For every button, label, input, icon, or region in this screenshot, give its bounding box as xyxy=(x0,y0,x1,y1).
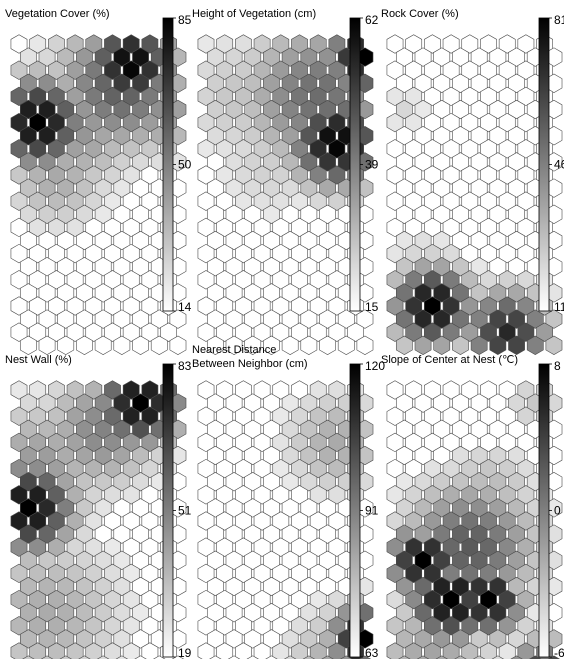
hex-cell xyxy=(356,335,374,355)
colorbar xyxy=(349,17,361,312)
panel-title: Nest Wall (%) xyxy=(5,354,72,366)
colorbar-max-label: 8 xyxy=(554,359,561,373)
hex-cell xyxy=(472,655,486,659)
hex-cell xyxy=(337,335,355,355)
colorbar xyxy=(162,17,174,312)
panel-3: Rock Cover (%) 81 46 11 xyxy=(381,8,564,355)
colorbar-min-label: 19 xyxy=(178,646,192,659)
colorbar-min-label: 63 xyxy=(365,646,379,659)
colorbar-max-label: 85 xyxy=(178,13,192,27)
hex-cell xyxy=(545,335,563,355)
hex-cell xyxy=(171,655,185,659)
colorbar xyxy=(538,17,550,312)
hex-cell xyxy=(76,335,93,355)
hex-cell xyxy=(209,655,222,659)
hex-cell xyxy=(414,335,432,355)
panel-6: Slope of Center at Nest (℃) 8 0 -6 xyxy=(381,354,564,659)
colorbar-min-label: 11 xyxy=(554,300,564,314)
panel-title: Vegetation Cover (%) xyxy=(5,8,110,20)
hex-cell xyxy=(206,335,224,355)
panel-1: Vegetation Cover (%) 85 50 14 xyxy=(5,8,192,355)
hex-cell xyxy=(22,655,35,659)
hex-cell xyxy=(225,335,243,355)
hex-cell xyxy=(19,335,37,355)
hex-cell xyxy=(265,655,278,659)
hex-cell xyxy=(529,655,542,659)
colorbar-mid-label: 50 xyxy=(178,158,192,172)
hex-cell xyxy=(38,335,56,355)
colorbar-max-label: 62 xyxy=(365,13,379,27)
hex-cell xyxy=(283,655,297,659)
colorbar-min-label: 14 xyxy=(178,300,192,314)
hex-cell xyxy=(398,655,411,659)
hex-cell xyxy=(302,655,316,659)
colorbar-mid-label: 0 xyxy=(554,504,561,518)
hex-cell xyxy=(227,655,241,659)
hex-cell xyxy=(491,655,505,659)
panel-title: Slope of Center at Nest (℃) xyxy=(381,354,518,366)
hex-cell xyxy=(113,335,131,355)
hex-cell xyxy=(454,655,467,659)
hex-cell xyxy=(489,335,507,355)
hex-cell xyxy=(340,655,353,659)
colorbar xyxy=(349,363,361,658)
hex-cell xyxy=(452,335,469,355)
hex-cell xyxy=(358,655,372,659)
panel-title: Nearest Distance xyxy=(192,344,276,356)
hex-cell xyxy=(281,335,299,355)
panel-subtitle: Between Neighbor (cm) xyxy=(192,358,308,370)
panel-5: Nearest Distance Between Neighbor (cm) 120… xyxy=(192,344,385,659)
hex-cell xyxy=(319,335,336,355)
hex-cell xyxy=(96,655,110,659)
hex-cell xyxy=(416,655,430,659)
colorbar-min-label: -6 xyxy=(554,646,564,659)
hex-cell xyxy=(510,655,523,659)
panel-4: Nest Wall (%) 83 51 19 xyxy=(5,354,192,659)
hex-cell xyxy=(134,655,147,659)
colorbar-mid-label: 46 xyxy=(554,158,564,172)
colorbar-max-label: 83 xyxy=(178,359,192,373)
colorbar-max-label: 120 xyxy=(365,359,385,373)
hex-cell xyxy=(435,655,448,659)
colorbar-mid-label: 51 xyxy=(178,504,192,518)
hex-cell xyxy=(40,655,54,659)
colorbar-min-label: 15 xyxy=(365,300,379,314)
hex-cell xyxy=(153,655,166,659)
hex-cell xyxy=(321,655,334,659)
hex-cell xyxy=(433,335,451,355)
hex-cell xyxy=(300,335,318,355)
hex-cell xyxy=(132,335,149,355)
hex-cell xyxy=(526,335,544,355)
hex-cell xyxy=(115,655,129,659)
colorbar-mid-label: 91 xyxy=(365,504,379,518)
panel-title: Rock Cover (%) xyxy=(381,8,459,20)
hex-cell xyxy=(246,655,259,659)
panel-2: Height of Vegetation (cm) 62 39 15 xyxy=(192,8,379,355)
hex-cell xyxy=(94,335,112,355)
colorbar-max-label: 81 xyxy=(554,13,564,27)
hex-cell xyxy=(508,335,525,355)
panel-title: Height of Vegetation (cm) xyxy=(192,8,316,20)
hex-cell xyxy=(78,655,91,659)
hex-cell xyxy=(395,335,413,355)
hex-cell xyxy=(263,335,280,355)
hex-cell xyxy=(470,335,488,355)
colorbar xyxy=(538,363,550,658)
hex-cell xyxy=(244,335,262,355)
colorbar xyxy=(162,363,174,658)
hex-cell xyxy=(59,655,72,659)
hex-cell xyxy=(57,335,75,355)
hex-cell xyxy=(169,335,187,355)
hex-cell xyxy=(547,655,561,659)
colorbar-mid-label: 39 xyxy=(365,158,379,172)
hex-cell xyxy=(150,335,168,355)
